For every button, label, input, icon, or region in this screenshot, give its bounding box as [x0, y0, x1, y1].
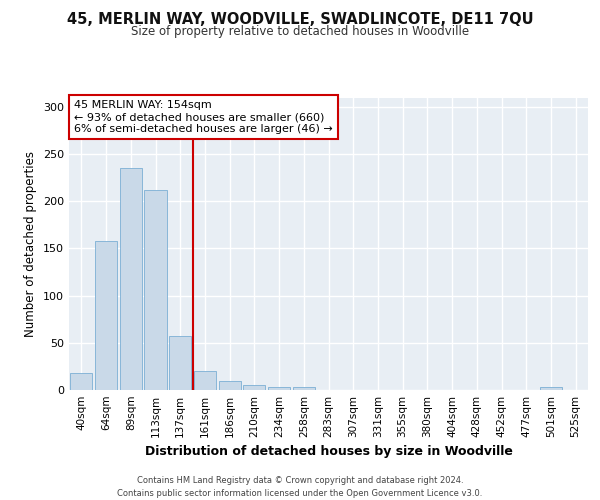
Text: 45 MERLIN WAY: 154sqm
← 93% of detached houses are smaller (660)
6% of semi-deta: 45 MERLIN WAY: 154sqm ← 93% of detached … [74, 100, 333, 134]
Text: 45, MERLIN WAY, WOODVILLE, SWADLINCOTE, DE11 7QU: 45, MERLIN WAY, WOODVILLE, SWADLINCOTE, … [67, 12, 533, 28]
Text: Contains HM Land Registry data © Crown copyright and database right 2024.
Contai: Contains HM Land Registry data © Crown c… [118, 476, 482, 498]
Bar [268, 387, 290, 390]
Y-axis label: Number of detached properties: Number of detached properties [25, 151, 37, 337]
Bar [540, 387, 562, 390]
Bar [218, 380, 241, 390]
X-axis label: Distribution of detached houses by size in Woodville: Distribution of detached houses by size … [145, 446, 512, 458]
Text: Size of property relative to detached houses in Woodville: Size of property relative to detached ho… [131, 25, 469, 38]
Bar [119, 168, 142, 390]
Bar [145, 190, 167, 390]
Bar [293, 387, 315, 390]
Bar [70, 373, 92, 390]
Bar [243, 386, 265, 390]
Bar [95, 241, 117, 390]
Bar [169, 336, 191, 390]
Bar [194, 371, 216, 390]
